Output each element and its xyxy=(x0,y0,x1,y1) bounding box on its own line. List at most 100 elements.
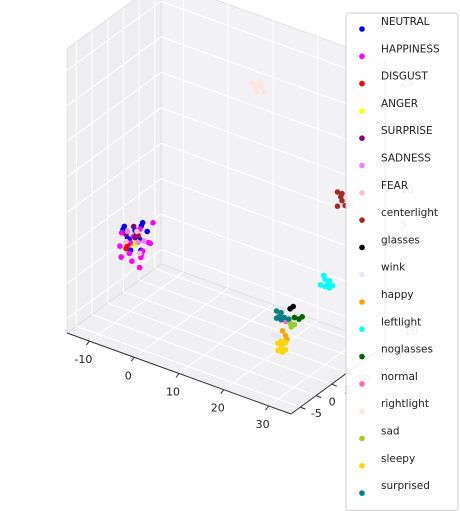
data-point xyxy=(273,308,280,314)
data-point xyxy=(279,328,286,334)
data-point xyxy=(249,80,256,86)
x-tick-mark xyxy=(265,405,270,411)
legend-marker xyxy=(359,53,365,60)
grid-line-y xyxy=(76,325,301,408)
legend-marker xyxy=(359,490,365,496)
data-point xyxy=(339,190,345,197)
legend-label: normal xyxy=(381,371,418,383)
data-point xyxy=(141,238,147,244)
data-point xyxy=(278,345,284,352)
data-point xyxy=(135,239,141,246)
data-point xyxy=(291,321,298,328)
side-pane xyxy=(66,0,162,334)
data-point xyxy=(290,303,297,310)
legend-label: HAPPINESS xyxy=(381,43,440,55)
legend-marker xyxy=(359,463,365,469)
data-point xyxy=(150,220,156,226)
grid-line-z xyxy=(66,71,162,142)
legend-label: SURPRISE xyxy=(381,125,433,137)
grid-line-y xyxy=(123,291,348,374)
legend-marker xyxy=(359,408,365,415)
y-tick-mark xyxy=(315,395,322,399)
grid-line-z xyxy=(66,36,162,107)
data-point xyxy=(291,314,298,321)
data-point xyxy=(326,278,333,284)
data-point xyxy=(317,282,324,288)
data-point xyxy=(134,228,140,235)
legend-marker xyxy=(359,108,365,114)
legend-label: sad xyxy=(381,426,400,438)
data-point xyxy=(281,314,288,321)
grid-line-z xyxy=(66,249,162,320)
legend-marker xyxy=(359,80,365,87)
data-point xyxy=(275,333,281,340)
x-tick-mark xyxy=(220,389,225,395)
grid-line-z xyxy=(66,178,162,249)
data-point xyxy=(123,238,129,245)
data-point xyxy=(282,347,289,353)
y-tick-mark xyxy=(331,383,337,387)
legend: NEUTRAL HAPPINESS DISGUST ANGER SURPRISE SADN… xyxy=(345,12,459,511)
data-point xyxy=(129,258,135,265)
data-point xyxy=(278,338,284,344)
legend-marker xyxy=(359,190,365,196)
data-point xyxy=(282,332,289,339)
data-point xyxy=(118,254,124,260)
legend-marker xyxy=(359,353,365,360)
legend-label: wink xyxy=(381,262,406,274)
data-point xyxy=(334,203,341,209)
data-point xyxy=(139,219,146,226)
data-point xyxy=(282,339,289,346)
data-point xyxy=(285,316,292,322)
x-tick-label: -10 xyxy=(74,353,92,366)
legend-marker xyxy=(359,162,365,169)
legend-label: glasses xyxy=(381,234,420,246)
data-point xyxy=(299,314,306,320)
x-tick-mark xyxy=(175,373,180,378)
data-point xyxy=(144,228,150,235)
grid-line-y xyxy=(107,302,332,385)
grid-line-z xyxy=(66,142,162,213)
grid-line-x xyxy=(178,304,274,374)
data-point xyxy=(117,243,123,249)
legend-label: DISGUST xyxy=(381,71,428,83)
legend-label: centerlight xyxy=(381,207,438,219)
grid-line-x xyxy=(89,271,184,342)
data-point xyxy=(124,228,131,234)
x-tick-label: 0 xyxy=(125,369,132,382)
data-point xyxy=(118,230,125,236)
grid-line-y xyxy=(91,314,317,397)
x-tick-mark xyxy=(86,340,90,346)
legend-marker xyxy=(359,271,365,278)
grid-line-x xyxy=(133,287,229,358)
data-point xyxy=(270,331,277,338)
grid-line-z xyxy=(66,213,162,284)
grid-line-x xyxy=(223,320,319,391)
legend-label: sleepy xyxy=(381,453,415,465)
legend-marker xyxy=(359,435,365,442)
legend-frame xyxy=(345,12,459,511)
legend-label: surprised xyxy=(381,480,430,492)
legend-label: FEAR xyxy=(381,180,408,192)
data-points xyxy=(117,79,348,355)
grid-line-y xyxy=(138,279,364,362)
y-tick-mark xyxy=(300,406,306,410)
legend-label: ANGER xyxy=(381,98,418,110)
data-point xyxy=(254,89,260,95)
data-point xyxy=(334,189,341,195)
legend-label: rightlight xyxy=(381,398,429,410)
data-point xyxy=(322,276,328,283)
data-point xyxy=(123,245,129,252)
data-point xyxy=(130,223,137,230)
data-point xyxy=(261,88,268,94)
data-point xyxy=(126,250,133,257)
x-tick-label: 30 xyxy=(256,418,270,431)
grid-line-y xyxy=(154,268,379,351)
y-tick-label: 0 xyxy=(329,396,336,409)
data-point xyxy=(136,264,143,271)
grid-line-z xyxy=(66,0,162,71)
legend-label: happy xyxy=(381,289,414,301)
data-point xyxy=(136,250,143,257)
legend-marker xyxy=(359,26,365,32)
